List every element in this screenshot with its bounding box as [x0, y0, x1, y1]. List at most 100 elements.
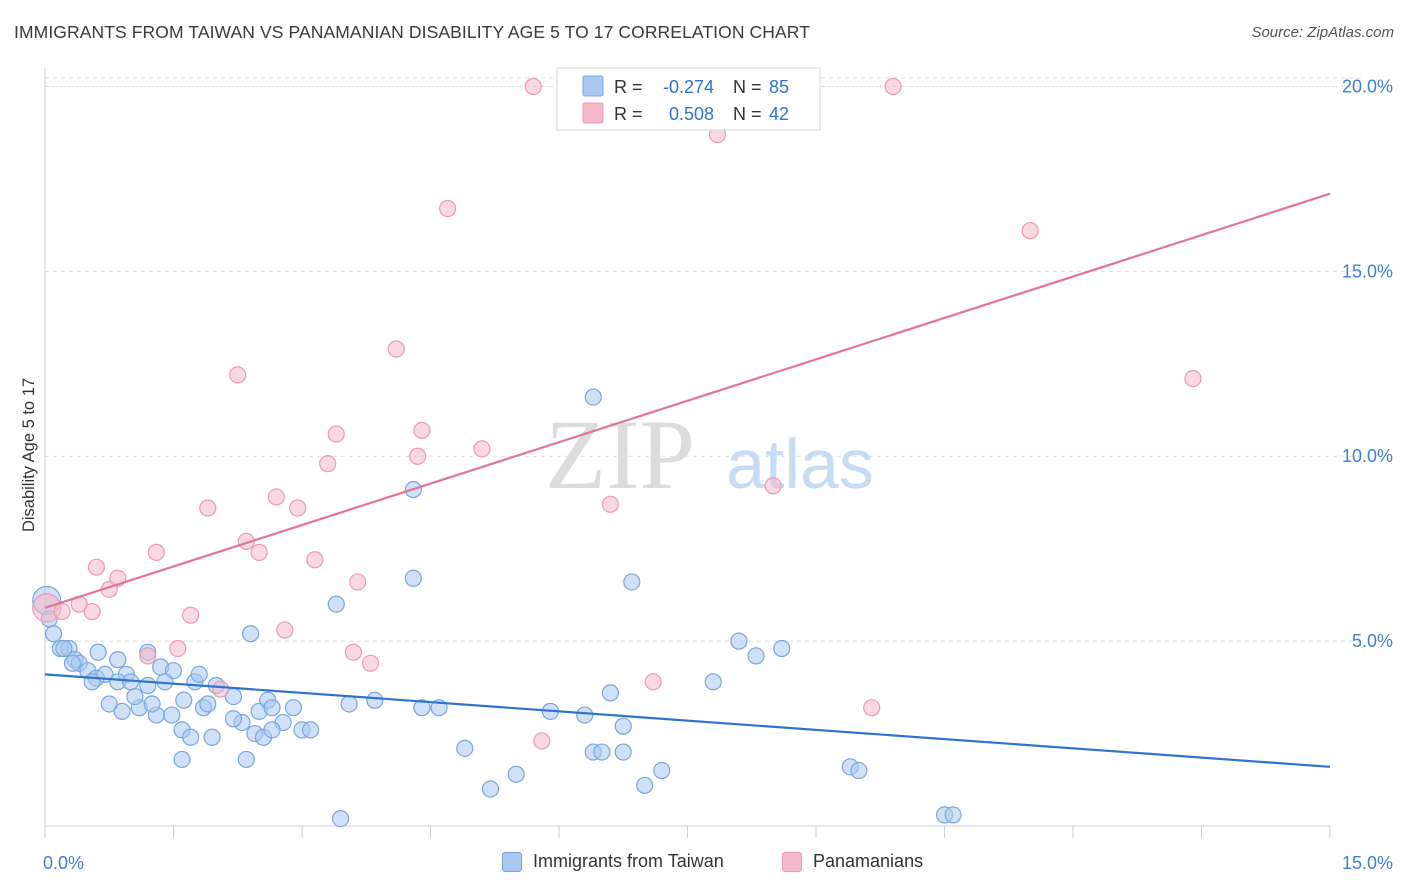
- point-panamanian-3: [83, 602, 101, 621]
- y-axis-label: Disability Age 5 to 17: [20, 378, 38, 532]
- legend-r-label-1: R =: [614, 77, 643, 97]
- point-taiwan-37: [263, 699, 281, 717]
- trend-lines: [44, 192, 1331, 768]
- legend-item-panamanian: Panamanians: [782, 851, 923, 872]
- point-taiwan-24: [89, 643, 107, 661]
- point-panamanian-38: [863, 699, 881, 717]
- legend-r-label-2: R =: [614, 104, 643, 124]
- point-taiwan-81: [242, 625, 260, 643]
- point-panamanian-22: [344, 643, 362, 661]
- point-panamanian-20: [319, 455, 337, 473]
- point-taiwan-65: [614, 743, 632, 761]
- source-label: Source: ZipAtlas.com: [1251, 24, 1394, 41]
- point-taiwan-58: [456, 739, 474, 757]
- point-panamanian-17: [276, 621, 294, 639]
- point-panamanian-41: [1184, 369, 1202, 388]
- point-taiwan-25: [100, 695, 118, 713]
- point-taiwan-8: [63, 654, 82, 672]
- x-tick-label-1: 15.0%: [1342, 853, 1393, 873]
- point-panamanian-4: [87, 558, 106, 576]
- legend-r-value-2: 0.508: [669, 104, 714, 124]
- point-taiwan-53: [404, 569, 422, 587]
- point-taiwan-59: [481, 780, 500, 798]
- point-taiwan-74: [773, 639, 791, 658]
- point-taiwan-51: [327, 595, 345, 613]
- point-panamanian-33: [601, 495, 620, 513]
- legend-swatch-panamanian: [582, 102, 604, 124]
- x-tick-label-0: 0.0%: [43, 853, 84, 873]
- legend-r-value-1: -0.274: [663, 77, 714, 97]
- point-taiwan-73: [747, 647, 765, 665]
- point-taiwan-84: [224, 710, 243, 728]
- watermark: ZIP atlas: [545, 399, 874, 510]
- point-panamanian-28: [439, 199, 457, 218]
- point-taiwan-46: [263, 721, 281, 739]
- point-panamanian-29: [473, 440, 491, 458]
- y-tick-label-2: 15.0%: [1342, 261, 1393, 281]
- point-taiwan-2: [44, 625, 63, 643]
- point-panamanian-26: [409, 447, 427, 465]
- point-taiwan-13: [109, 651, 127, 669]
- legend-n-label-2: N =: [733, 104, 762, 124]
- point-panamanian-1: [53, 602, 71, 621]
- point-taiwan-78: [944, 806, 962, 824]
- point-taiwan-48: [301, 721, 320, 739]
- bottom-legend: Immigrants from Taiwan Panamanians: [0, 851, 1406, 879]
- watermark-zip: ZIP: [545, 399, 695, 510]
- legend-item-taiwan: Immigrants from Taiwan: [502, 851, 724, 872]
- point-panamanian-25: [387, 340, 405, 358]
- point-panamanian-10: [182, 606, 200, 624]
- legend-label-panamanian: Panamanians: [813, 851, 924, 871]
- point-taiwan-66: [614, 717, 632, 735]
- point-taiwan-82: [190, 665, 208, 684]
- point-taiwan-60: [507, 765, 525, 783]
- chart-title: IMMIGRANTS FROM TAIWAN VS PANAMANIAN DIS…: [14, 22, 810, 42]
- point-panamanian-11: [199, 499, 217, 517]
- point-taiwan-43: [182, 728, 200, 746]
- axes: [44, 68, 1331, 838]
- point-taiwan-42: [203, 728, 221, 746]
- point-panamanian-39: [884, 77, 902, 96]
- data-points: [32, 77, 1202, 828]
- point-panamanian-18: [289, 499, 307, 517]
- point-taiwan-49: [173, 750, 191, 769]
- y-tick-label-0: 5.0%: [1352, 631, 1393, 651]
- point-taiwan-26: [113, 702, 131, 720]
- point-panamanian-21: [327, 425, 345, 443]
- gridlines: [45, 77, 1365, 642]
- point-taiwan-55: [366, 691, 384, 709]
- point-taiwan-29: [126, 687, 144, 706]
- point-taiwan-64: [593, 743, 611, 761]
- trend-line-taiwan: [44, 673, 1331, 768]
- point-taiwan-20: [139, 676, 157, 695]
- point-panamanian-27: [413, 421, 431, 439]
- point-panamanian-12: [212, 680, 230, 698]
- point-panamanian-23: [349, 573, 367, 591]
- point-taiwan-56: [413, 699, 431, 717]
- legend-swatch-taiwan: [582, 75, 604, 97]
- point-panamanian-34: [644, 673, 662, 691]
- point-taiwan-67: [601, 684, 620, 702]
- point-panamanian-40: [1021, 222, 1039, 240]
- point-taiwan-83: [199, 695, 217, 713]
- point-taiwan-40: [163, 706, 181, 724]
- point-taiwan-50: [237, 750, 255, 769]
- point-taiwan-79: [584, 388, 602, 406]
- point-panamanian-9: [169, 639, 187, 658]
- point-panamanian-15: [250, 543, 268, 561]
- point-taiwan-54: [340, 695, 358, 713]
- point-panamanian-31: [533, 732, 551, 750]
- point-panamanian-37: [764, 477, 782, 495]
- point-panamanian-30: [524, 77, 542, 96]
- point-taiwan-68: [623, 573, 641, 591]
- trend-line-panamanian: [44, 192, 1331, 609]
- point-taiwan-72: [730, 632, 748, 650]
- point-panamanian-16: [267, 488, 285, 506]
- watermark-atlas: atlas: [726, 425, 874, 503]
- point-panamanian-8: [139, 647, 157, 665]
- point-taiwan-76: [850, 761, 868, 780]
- point-panamanian-7: [147, 543, 165, 561]
- tick-labels: 5.0% 10.0% 15.0% 20.0% 0.0% 15.0%: [43, 76, 1393, 873]
- point-panamanian-24: [361, 654, 380, 672]
